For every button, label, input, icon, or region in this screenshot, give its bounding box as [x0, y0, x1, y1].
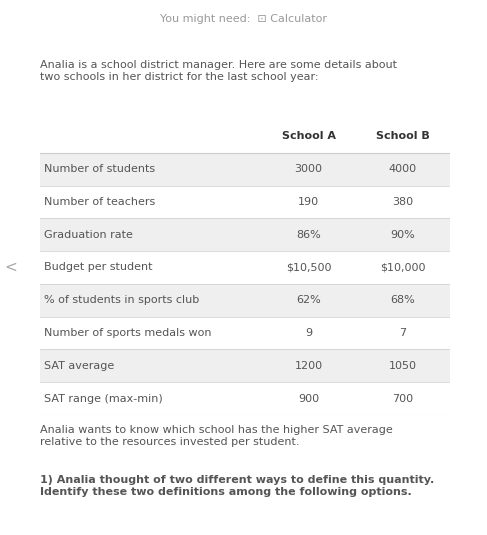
Text: <: < [4, 260, 17, 275]
Text: 9: 9 [305, 328, 312, 338]
Text: % of students in sports club: % of students in sports club [44, 295, 199, 305]
Text: 700: 700 [393, 394, 413, 403]
Text: School B: School B [376, 132, 430, 141]
Text: SAT average: SAT average [44, 361, 114, 371]
Text: 7: 7 [399, 328, 407, 338]
Text: SAT range (max-min): SAT range (max-min) [44, 394, 163, 403]
Bar [40, 153, 450, 186]
Text: 86%: 86% [296, 230, 321, 240]
Text: 90%: 90% [391, 230, 415, 240]
Text: 900: 900 [298, 394, 319, 403]
Bar [40, 349, 450, 382]
Bar [40, 218, 450, 251]
Text: Analia wants to know which school has the higher SAT average
relative to the res: Analia wants to know which school has th… [40, 425, 393, 447]
Text: 1050: 1050 [389, 361, 417, 371]
Text: $10,500: $10,500 [286, 263, 331, 272]
Text: 1200: 1200 [295, 361, 322, 371]
Text: Graduation rate: Graduation rate [44, 230, 133, 240]
Text: Number of teachers: Number of teachers [44, 197, 155, 207]
Text: $10,000: $10,000 [380, 263, 426, 272]
Text: 68%: 68% [391, 295, 415, 305]
Text: Number of students: Number of students [44, 164, 155, 174]
Text: Budget per student: Budget per student [44, 263, 152, 272]
Text: 380: 380 [393, 197, 413, 207]
Text: You might need:  ⊡ Calculator: You might need: ⊡ Calculator [160, 14, 327, 24]
Text: 190: 190 [298, 197, 319, 207]
Text: Number of sports medals won: Number of sports medals won [44, 328, 211, 338]
Text: 4000: 4000 [389, 164, 417, 174]
Text: School A: School A [281, 132, 336, 141]
Text: Analia is a school district manager. Here are some details about
two schools in : Analia is a school district manager. Her… [40, 60, 397, 82]
Text: 3000: 3000 [295, 164, 322, 174]
Bar [40, 284, 450, 317]
Text: 62%: 62% [296, 295, 321, 305]
Text: 1) Analia thought of two different ways to define this quantity.
Identify these : 1) Analia thought of two different ways … [40, 475, 434, 496]
